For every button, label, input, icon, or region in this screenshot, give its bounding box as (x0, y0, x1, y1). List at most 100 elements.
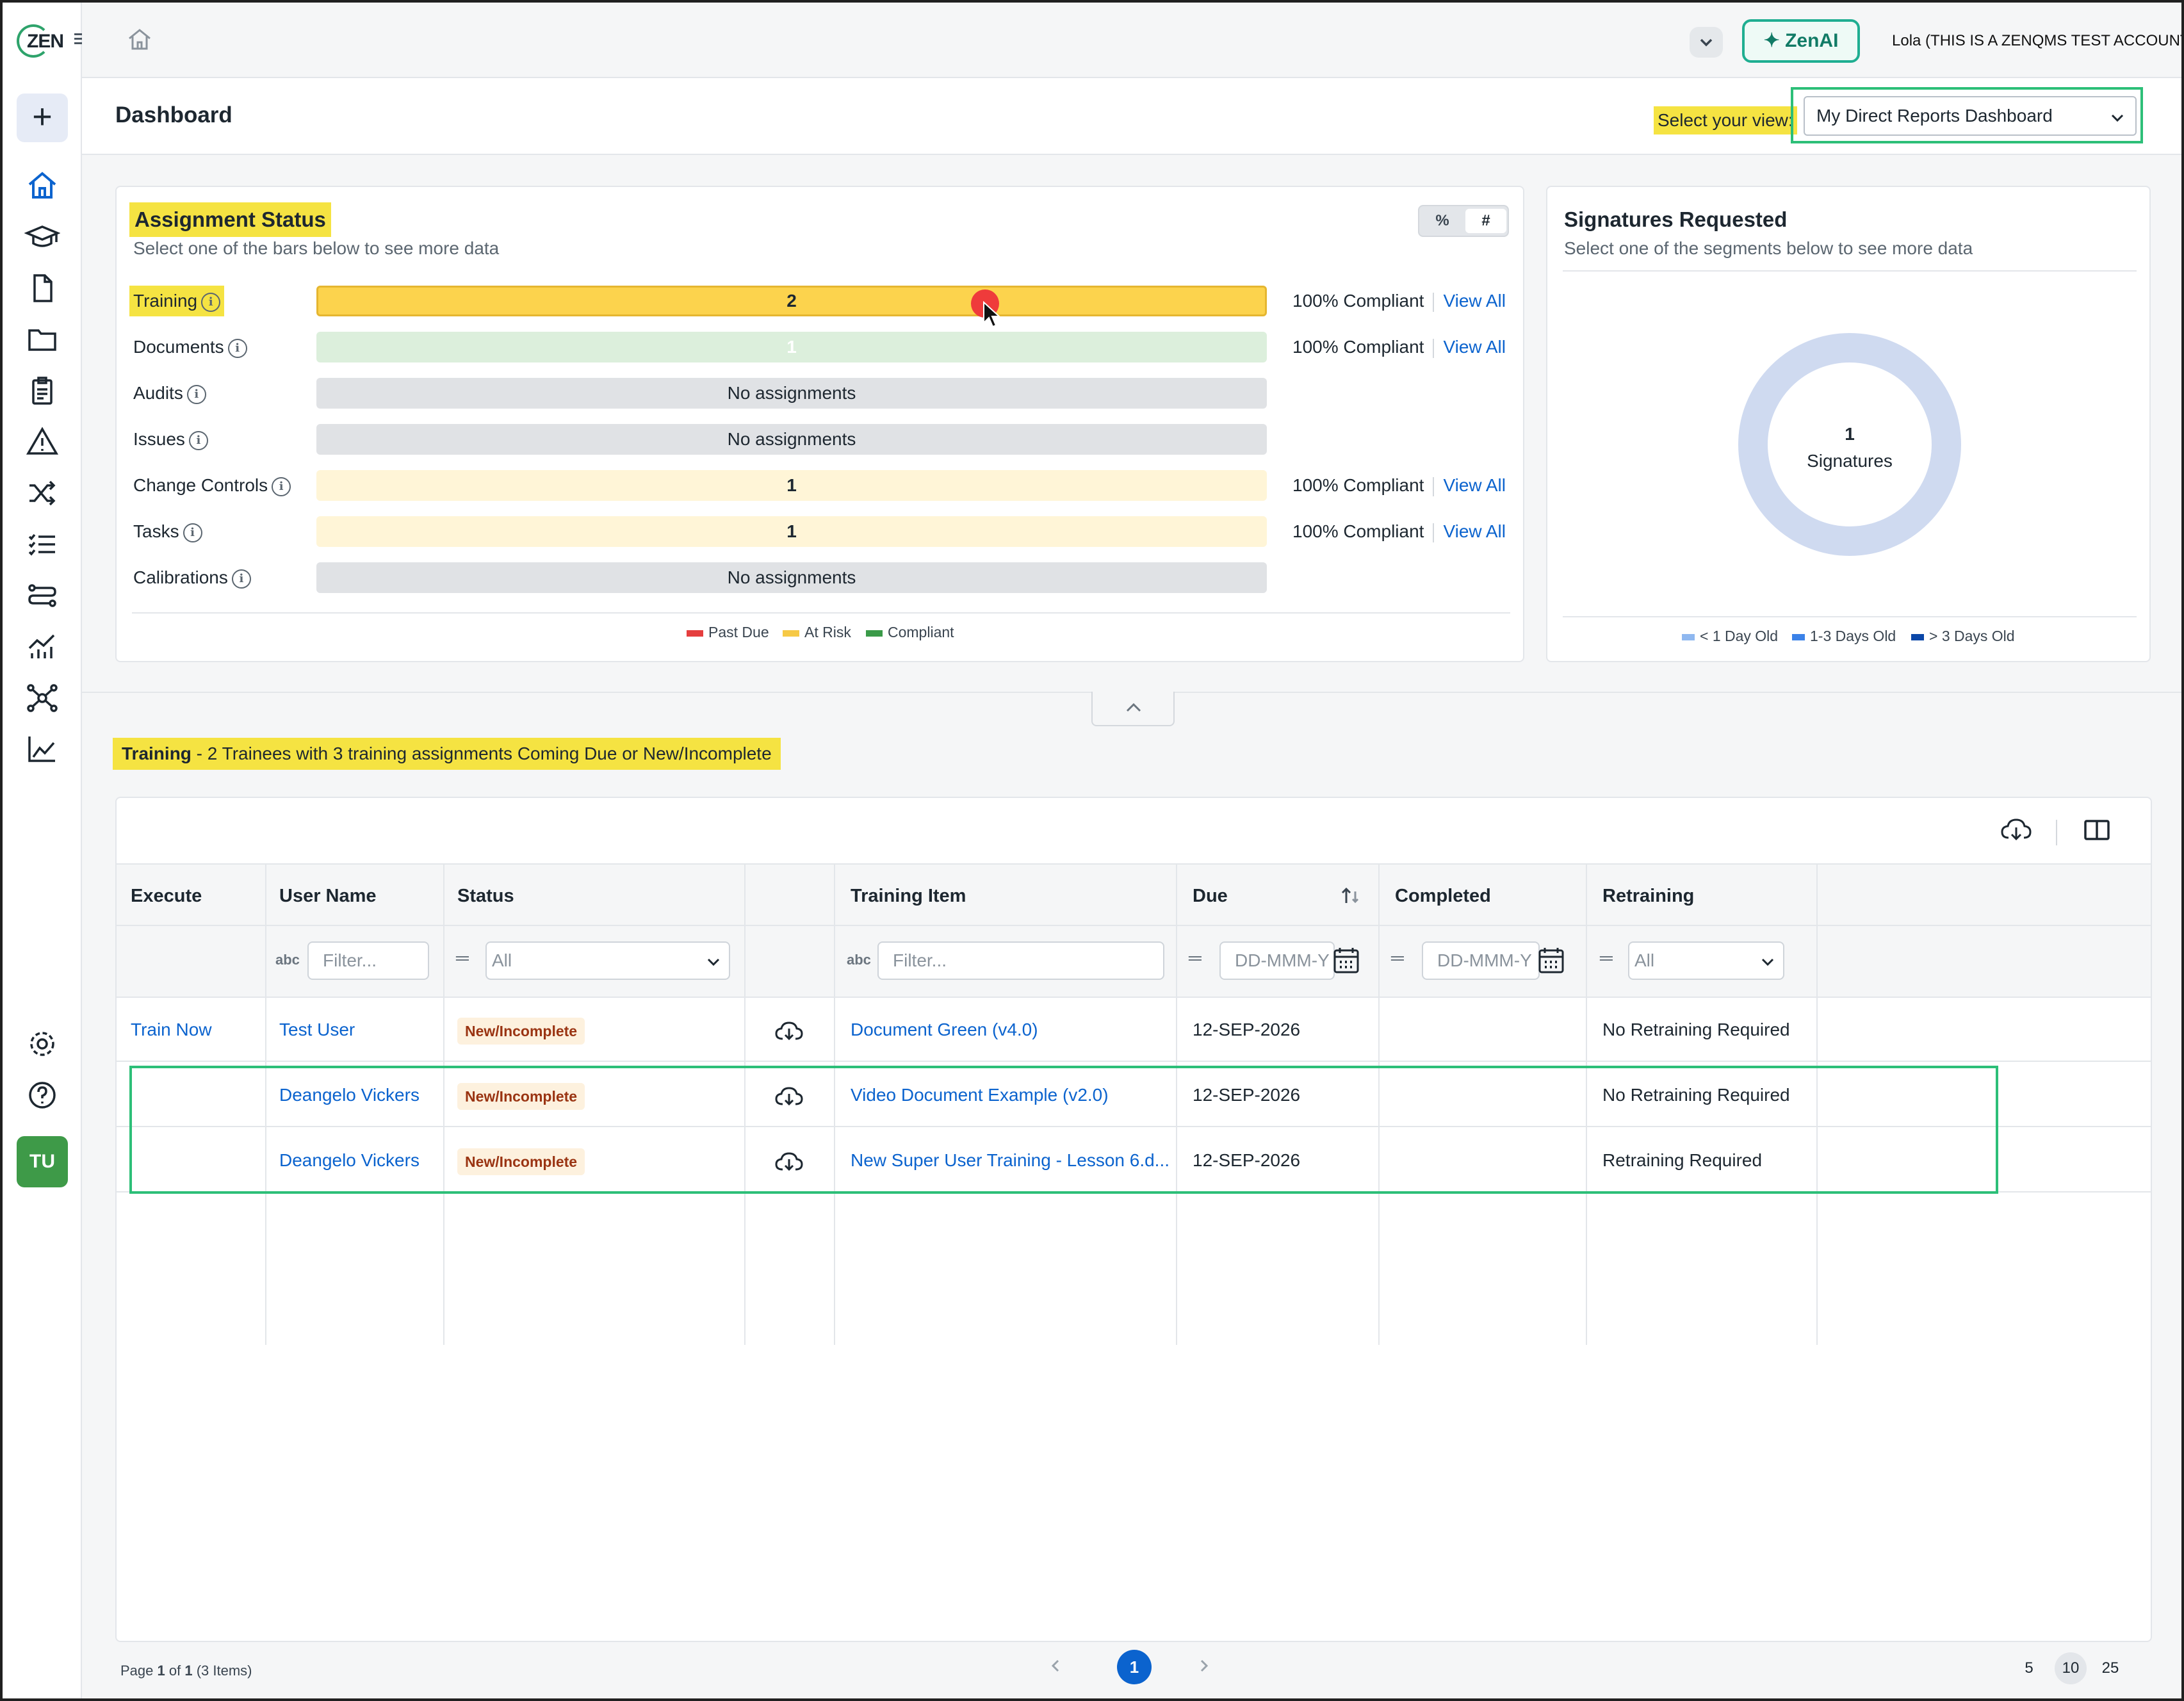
chart-line-icon[interactable] (24, 731, 60, 767)
col-training-item[interactable]: Training Item (851, 886, 966, 906)
calendar-icon[interactable] (1332, 945, 1360, 979)
percent-toggle[interactable]: % (1435, 212, 1449, 229)
percent-count-toggle[interactable]: % # (1418, 205, 1509, 237)
chevron-down-icon (707, 958, 720, 966)
table-row[interactable]: Deangelo Vickers New/Incomplete Video Do… (117, 1063, 2151, 1127)
view-all-change-controls-link[interactable]: View All (1443, 475, 1506, 495)
calendar-icon[interactable] (1537, 945, 1565, 979)
bar-documents[interactable]: 1 (316, 332, 1267, 362)
view-select[interactable]: My Direct Reports Dashboard (1804, 96, 2137, 136)
view-select-highlight (1791, 87, 2143, 143)
divider (1563, 270, 2137, 272)
breadcrumb-home-icon[interactable] (124, 26, 155, 54)
card-title: Signatures Requested (1564, 208, 1788, 231)
count-toggle[interactable]: # (1465, 209, 1506, 233)
col-status[interactable]: Status (457, 886, 514, 906)
train-now-link[interactable]: Train Now (131, 1020, 212, 1039)
sidebar: ZEN + TU (3, 3, 91, 1698)
col-retraining[interactable]: Retraining (1602, 886, 1695, 906)
collapse-button[interactable] (1091, 692, 1175, 726)
completed-date-filter-input[interactable]: DD-MMM-Y (1422, 941, 1540, 980)
training-cap-icon[interactable] (24, 219, 61, 255)
status-badge: New/Incomplete (457, 1082, 585, 1110)
download-icon[interactable] (774, 1063, 804, 1127)
zen-logo[interactable]: ZEN (17, 23, 67, 59)
train-now-link[interactable] (117, 1063, 131, 1127)
workflow-icon[interactable] (24, 578, 60, 614)
settings-gear-icon[interactable] (26, 1027, 59, 1061)
zenai-button[interactable]: ✦ ZenAI (1742, 19, 1860, 63)
info-icon[interactable]: i (183, 523, 202, 542)
home-icon[interactable] (24, 168, 60, 204)
user-name-link[interactable]: Deangelo Vickers (279, 1085, 420, 1105)
user-name-link[interactable]: Test User (279, 1020, 355, 1039)
network-icon[interactable] (24, 680, 60, 716)
document-icon[interactable] (24, 270, 60, 306)
text-filter-icon: abc (275, 952, 300, 968)
signatures-donut[interactable] (1738, 333, 1961, 556)
task-list-icon[interactable] (24, 526, 60, 562)
info-icon[interactable]: i (227, 338, 247, 358)
training-item-link[interactable]: New Super User Training - Lesson 6.d... (851, 1150, 1170, 1170)
status-filter-select[interactable]: All (485, 941, 730, 980)
bar-change-controls[interactable]: 1 (316, 470, 1267, 501)
col-due[interactable]: Due (1193, 886, 1228, 906)
user-avatar[interactable]: TU (17, 1136, 68, 1187)
page-title: Dashboard (115, 102, 232, 127)
bar-calibrations[interactable]: No assignments (316, 562, 1267, 593)
add-button[interactable]: + (17, 94, 68, 142)
view-all-training-link[interactable]: View All (1443, 291, 1506, 311)
assignment-status-card: Assignment Status Select one of the bars… (115, 186, 1524, 662)
page-size-5[interactable]: 5 (2025, 1659, 2033, 1677)
download-icon[interactable] (774, 998, 804, 1062)
bar-issues[interactable]: No assignments (316, 424, 1267, 455)
page-size-25[interactable]: 25 (2101, 1659, 2119, 1677)
chevron-up-icon (1126, 703, 1141, 712)
table-row[interactable]: Train Now Test User New/Incomplete Docum… (117, 998, 2151, 1062)
retraining-filter-select[interactable]: All (1628, 941, 1784, 980)
info-icon[interactable]: i (186, 384, 206, 404)
clipboard-icon[interactable] (24, 373, 60, 409)
previous-page-icon[interactable] (1047, 1656, 1066, 1679)
col-completed[interactable]: Completed (1395, 886, 1491, 906)
info-icon[interactable]: i (188, 430, 208, 450)
download-icon[interactable] (774, 1128, 804, 1192)
user-name-link[interactable]: Deangelo Vickers (279, 1150, 420, 1170)
download-cloud-icon[interactable] (1998, 812, 2034, 848)
bar-training[interactable]: 2 (316, 286, 1267, 316)
legend-lt-1-day: < 1 Day Old (1682, 628, 1778, 645)
bar-audits[interactable]: No assignments (316, 378, 1267, 409)
chevron-down-icon (2111, 114, 2124, 122)
view-all-tasks-link[interactable]: View All (1443, 521, 1506, 541)
user-name-filter-input[interactable]: Filter... (307, 941, 429, 980)
info-icon[interactable]: i (272, 476, 291, 496)
sort-ascending-icon[interactable] (1337, 883, 1363, 911)
page-size-10[interactable]: 10 (2055, 1652, 2087, 1684)
col-execute[interactable]: Execute (131, 886, 202, 906)
col-user-name[interactable]: User Name (279, 886, 377, 906)
info-icon[interactable]: i (201, 292, 221, 312)
training-item-link[interactable]: Video Document Example (v2.0) (851, 1085, 1109, 1105)
due-date-filter-input[interactable]: DD-MMM-Y (1219, 941, 1335, 980)
view-all-documents-link[interactable]: View All (1443, 337, 1506, 357)
bar-tasks[interactable]: 1 (316, 516, 1267, 547)
account-name[interactable]: Lola (THIS IS A ZENQMS TEST ACCOUNT) (1892, 32, 2184, 49)
expand-chevron-button[interactable] (1690, 27, 1723, 58)
compliance-tasks: 100% Compliant View All (1292, 521, 1506, 542)
warning-icon[interactable] (24, 424, 60, 460)
filter-row: abc Filter... ═ All abc Filter... ═ DD-M… (117, 926, 2151, 998)
analytics-icon[interactable] (24, 629, 60, 665)
folder-icon[interactable] (24, 321, 60, 357)
shuffle-icon[interactable] (24, 475, 60, 511)
info-icon[interactable]: i (231, 569, 251, 589)
train-now-link[interactable] (117, 1128, 131, 1192)
compliance-change-controls: 100% Compliant View All (1292, 475, 1506, 496)
training-item-filter-input[interactable]: Filter... (877, 941, 1164, 980)
columns-icon[interactable] (2079, 812, 2115, 848)
due-date: 12-SEP-2026 (1193, 1085, 1301, 1105)
current-page-button[interactable]: 1 (1117, 1650, 1152, 1684)
card-title: Assignment Status (129, 202, 331, 237)
training-item-link[interactable]: Document Green (v4.0) (851, 1020, 1038, 1039)
next-page-icon[interactable] (1194, 1656, 1213, 1679)
help-icon[interactable] (26, 1078, 59, 1112)
